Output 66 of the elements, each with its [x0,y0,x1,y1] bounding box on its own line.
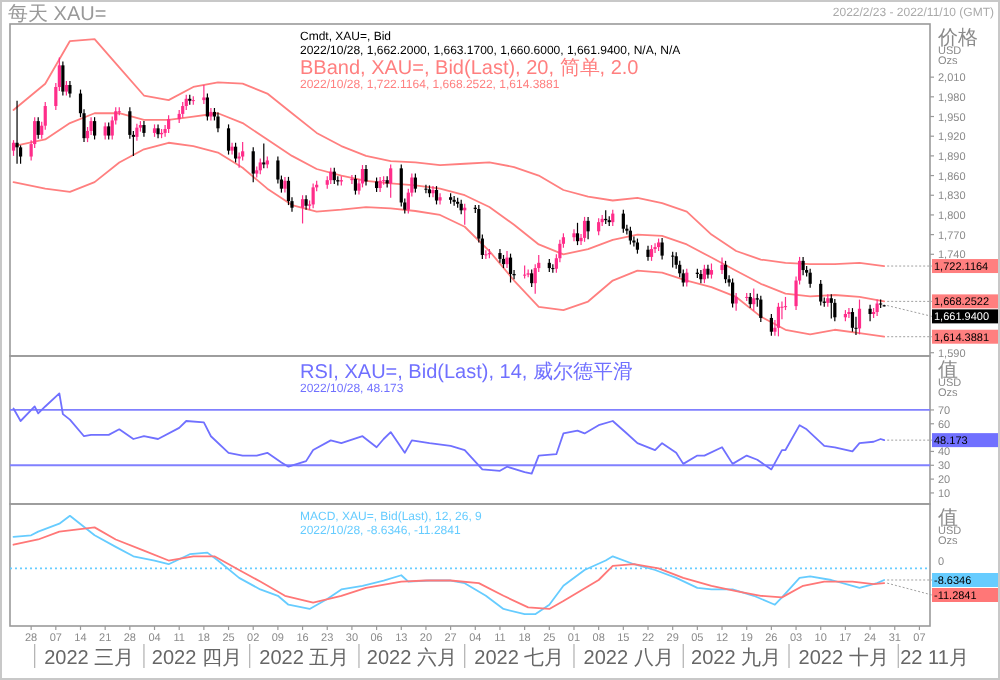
candlestick [43,101,47,131]
candlestick [438,192,442,206]
candlestick [586,216,590,240]
annotation: 每天 XAU= [8,2,107,26]
candlestick [216,111,220,133]
candlestick [226,123,231,156]
candlestick [621,209,625,234]
text: 2022 九月 [691,646,782,670]
candlestick [209,107,213,122]
text: 2022 六月 [366,646,457,670]
candlestick [850,307,855,333]
candlestick [202,84,206,105]
candlestick [808,268,812,289]
candlestick [205,92,209,122]
chart-title: RSI, XAU=, Bid(Last), 14, 威尔德平滑 [300,360,633,384]
text: 2022 五月 [259,648,350,670]
candlestick [350,174,354,185]
candlestick [399,163,403,207]
candlestick [360,164,365,188]
candlestick [15,100,19,165]
candlestick [833,298,837,322]
candlestick [498,248,502,264]
candlestick [300,194,305,225]
candlestick [508,253,513,284]
candlestick [304,194,308,211]
candlestick [801,256,805,276]
candlestick [575,222,580,246]
line-series [12,38,886,267]
candlestick [241,141,245,162]
candlestick [431,185,435,198]
candlestick [230,142,234,156]
text: 2022 三月 [44,648,135,670]
text: 22 11月 [900,648,969,670]
candlestick [93,116,97,141]
candlestick [857,298,862,335]
candlestick [276,155,280,185]
candlestick [723,260,728,284]
candlestick [36,116,40,140]
candlestick [720,256,724,275]
candlestick [364,164,368,187]
annotation: BBand, XAU=, Bid(Last), 20, 简单, 2.0 [300,56,640,80]
text: 2022 八月 [583,648,674,670]
text: 2022 四月 [151,648,242,670]
candlestick [251,146,255,183]
candlestick [769,313,773,337]
candlestick [582,216,587,243]
candlestick [847,307,851,319]
candlestick [413,173,417,194]
candlestick [505,250,509,269]
candlestick [653,242,657,254]
candlestick [854,316,858,336]
candlestick [776,302,781,337]
line-series [12,141,886,338]
candlestick [233,142,238,164]
candlestick [868,304,872,322]
candlestick [156,123,160,139]
candlestick [572,228,576,242]
candlestick [452,195,456,207]
text: 2022 十月 [798,646,889,670]
candlestick [706,264,710,280]
candlestick [734,292,738,312]
candlestick [731,277,735,309]
line-series [12,392,886,475]
candlestick [389,163,393,199]
candlestick [759,295,763,323]
text: 2022 七月 [474,646,565,670]
